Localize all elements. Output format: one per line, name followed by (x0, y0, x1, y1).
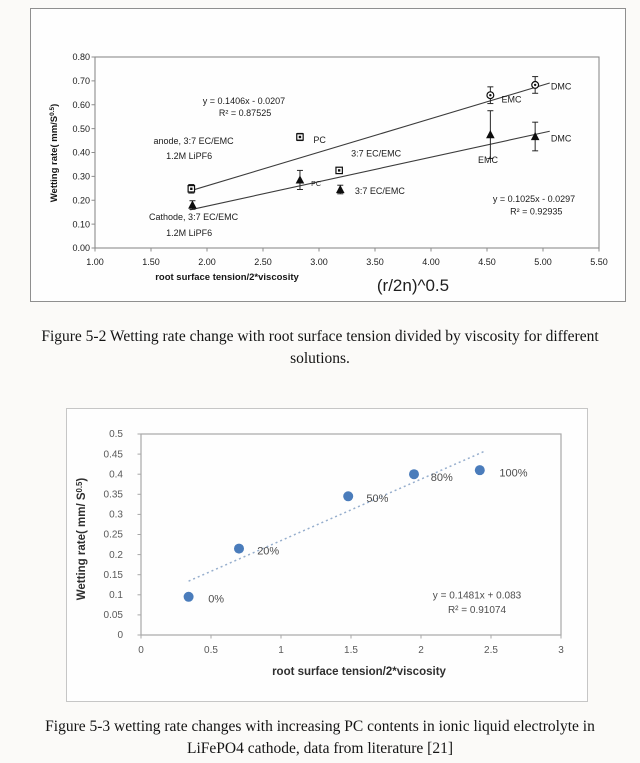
data-point-marker (409, 469, 419, 480)
annotation: R² = 0.92935 (510, 207, 562, 217)
x-axis-label-secondary: (r/2n)^0.5 (377, 276, 449, 295)
y-tick-label: 0.3 (109, 510, 123, 521)
annotation: 0% (208, 594, 224, 606)
y-tick-label: 0.25 (104, 530, 124, 541)
x-tick-label: 1 (278, 645, 284, 656)
annotation: y = 0.1481x + 0.083 (433, 591, 522, 602)
y-tick-label: 0.50 (72, 124, 90, 134)
figure-5-2-caption: Figure 5-2 Wetting rate change with root… (0, 326, 640, 371)
annotation: 3:7 EC/EMC (351, 148, 402, 158)
annotation: 1.2M LiPF6 (166, 228, 212, 238)
data-point-marker-center (489, 94, 492, 97)
annotation: R² = 0.91074 (448, 605, 507, 616)
x-tick-label: 0.5 (204, 645, 218, 656)
data-point-marker-center (533, 83, 537, 87)
figure-5-2-image: 1.00 1.50 2.00 2.50 3.00 3.50 4.00 4.50 5.00 5.50… (30, 8, 626, 302)
x-tick-label: 5.50 (590, 257, 608, 267)
data-point-marker (183, 591, 194, 602)
trend-line (188, 450, 486, 582)
x-tick-label: 2 (418, 645, 424, 656)
caption-line: Figure 5-2 Wetting rate change with root… (41, 328, 599, 345)
y-tick-label: 0.05 (104, 610, 124, 621)
data-point-marker-center (190, 187, 193, 190)
x-tick-label: 5.00 (534, 257, 552, 267)
x-axis-label: root surface tension/2*viscosity (272, 666, 446, 678)
y-tick-label: 0.5 (109, 429, 123, 440)
data-point-marker (234, 543, 244, 554)
caption-line: solutions. (290, 350, 350, 368)
y-tick-label: 0.80 (72, 52, 90, 62)
y-tick-label: 0.45 (104, 449, 124, 460)
data-point-marker (486, 129, 495, 139)
x-tick-label: 4.00 (422, 257, 440, 267)
annotation: 20% (257, 545, 279, 557)
y-tick-label: 0.35 (104, 490, 124, 501)
y-tick-label: 0.40 (72, 148, 90, 158)
data-point-marker (295, 175, 305, 184)
annotation: EMC (478, 155, 499, 165)
x-tick-label: 1.5 (344, 645, 358, 656)
x-tick-label: 3.50 (366, 257, 384, 267)
figure-5-3-image: 0 0.5 1 1.5 2 2.5 3 0 0.05 0.1 0.15 0.2 0.25 0.3 0.35 0… (66, 408, 588, 702)
annotation: EMC (502, 94, 523, 104)
y-tick-label: 0.70 (72, 76, 90, 86)
data-point-marker (335, 184, 345, 194)
x-tick-label: 2.5 (484, 645, 498, 656)
x-tick-label: 2.00 (198, 257, 216, 267)
trend-line (190, 130, 550, 211)
figure-5-2-chart: 1.00 1.50 2.00 2.50 3.00 3.50 4.00 4.50 5.00 5.50… (49, 52, 608, 295)
caption-line: LiFePO4 cathode, data from literature [2… (187, 740, 453, 758)
figure-5-3-caption: Figure 5-3 wetting rate changes with inc… (0, 716, 640, 761)
x-tick-label: 2.50 (254, 257, 272, 267)
data-point-marker (188, 200, 197, 209)
y-tick-label: 0.4 (109, 469, 123, 480)
figure-5-3-chart: 0 0.5 1 1.5 2 2.5 3 0 0.05 0.1 0.15 0.2 0.25 0.3 0.35 0… (75, 429, 564, 678)
trend-line (188, 82, 550, 192)
annotation: 100% (499, 467, 527, 479)
x-tick-label: 0 (138, 645, 144, 656)
data-point-marker-center (337, 169, 341, 172)
y-axis-label: Wetting rate( mm/S0.5) (49, 104, 60, 203)
x-tick-label: 1.50 (142, 257, 160, 267)
data-point-marker (343, 491, 354, 502)
annotation: DMC (551, 134, 572, 144)
y-tick-label: 0.00 (72, 243, 90, 253)
y-tick-label: 0.60 (72, 100, 90, 110)
y-tick-label: 0.20 (72, 195, 90, 205)
x-tick-label: 3.00 (310, 257, 328, 267)
x-tick-label: 3 (558, 645, 564, 656)
data-point-marker-center (298, 135, 302, 139)
annotation: y = 0.1406x - 0.0207 (203, 96, 285, 106)
y-tick-label: 0.2 (109, 550, 123, 561)
annotation: Cathode, 3:7 EC/EMC (149, 212, 239, 222)
y-tick-label: 0.30 (72, 172, 90, 182)
y-tick-label: 0.10 (72, 219, 90, 229)
caption-line: Figure 5-3 wetting rate changes with inc… (45, 718, 595, 735)
data-point-marker (530, 131, 540, 141)
annotation: anode, 3:7 EC/EMC (154, 136, 235, 146)
annotation: PC (313, 135, 326, 145)
x-tick-label: 1.00 (86, 257, 104, 267)
annotation: 1.2M LiPF6 (166, 151, 212, 161)
y-tick-label: 0.1 (109, 590, 123, 601)
annotation: y = 0.1025x - 0.0297 (493, 194, 575, 204)
y-tick-label: 0 (117, 630, 123, 641)
y-tick-label: 0.15 (104, 570, 124, 581)
annotation: DMC (551, 82, 572, 92)
annotation: 80% (431, 472, 453, 484)
annotation: R² = 0.87525 (219, 108, 271, 118)
x-axis-label: root surface tension/2*viscosity (155, 272, 299, 283)
annotation: 50% (366, 493, 388, 505)
annotation: 3:7 EC/EMC (355, 186, 406, 196)
x-tick-label: 4.50 (478, 257, 496, 267)
annotation: PC (311, 181, 321, 188)
y-axis-label: Wetting rate( mm/ S0.5) (75, 478, 88, 601)
data-point-marker (474, 465, 485, 476)
